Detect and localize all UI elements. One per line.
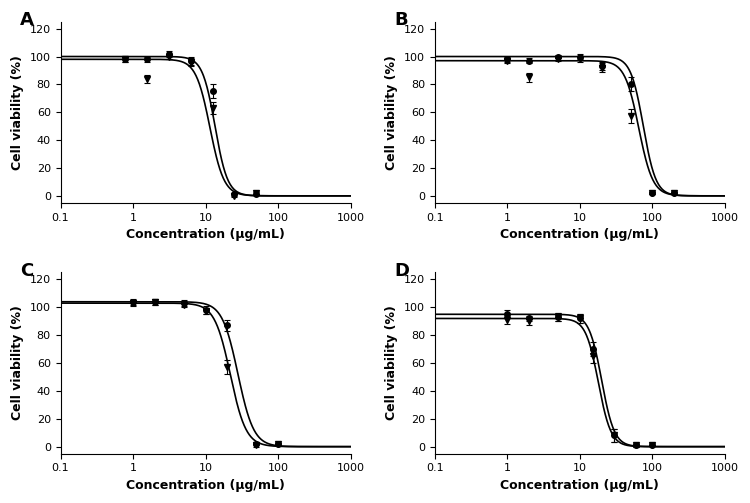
Y-axis label: Cell viability (%): Cell viability (%) bbox=[11, 55, 24, 170]
Text: B: B bbox=[394, 11, 408, 29]
Text: C: C bbox=[20, 262, 33, 280]
Y-axis label: Cell viability (%): Cell viability (%) bbox=[11, 306, 24, 421]
X-axis label: Concentration (μg/mL): Concentration (μg/mL) bbox=[126, 228, 285, 241]
X-axis label: Concentration (μg/mL): Concentration (μg/mL) bbox=[500, 479, 659, 492]
Text: A: A bbox=[20, 11, 34, 29]
Text: D: D bbox=[394, 262, 410, 280]
X-axis label: Concentration (μg/mL): Concentration (μg/mL) bbox=[126, 479, 285, 492]
Y-axis label: Cell viability (%): Cell viability (%) bbox=[386, 306, 398, 421]
X-axis label: Concentration (μg/mL): Concentration (μg/mL) bbox=[500, 228, 659, 241]
Y-axis label: Cell viability (%): Cell viability (%) bbox=[386, 55, 398, 170]
